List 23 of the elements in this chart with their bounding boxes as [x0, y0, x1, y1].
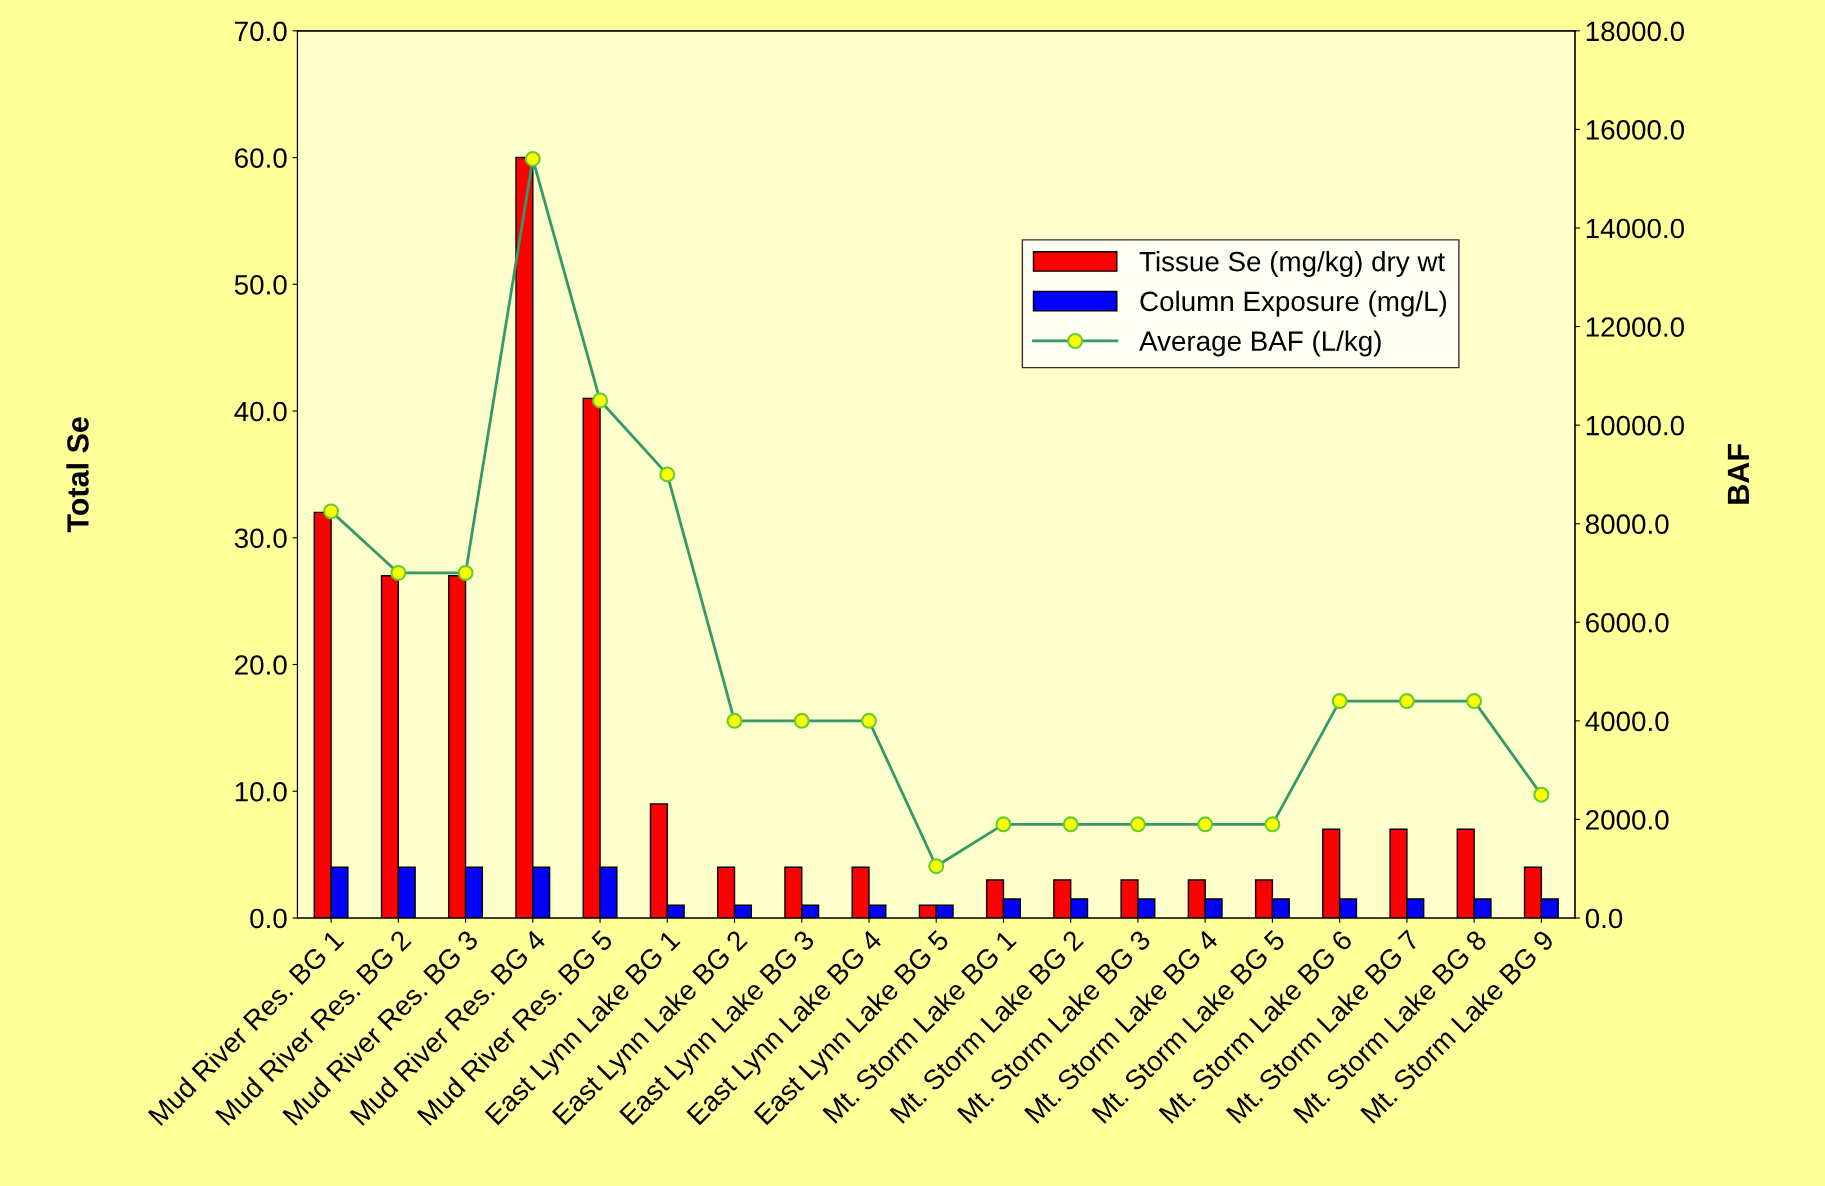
y-tick-label: 10.0: [235, 781, 287, 802]
legend-label: Average BAF (L/kg): [1139, 330, 1381, 357]
y2-tick-label: 18000.0: [1586, 21, 1685, 42]
y2-tick-label: 0.0: [1585, 908, 1623, 929]
y-tick-label: 70.0: [235, 21, 287, 42]
y-tick-label: 20.0: [235, 655, 287, 675]
y2-axis-title: BAF: [1727, 444, 1749, 504]
y-tick-label: 50.0: [234, 274, 287, 295]
y-tick-label: 40.0: [234, 401, 287, 422]
y-tick-label: 30.0: [234, 528, 287, 549]
legend-label: Tissue Se (mg/kg) dry wt: [1139, 251, 1445, 277]
y2-tick-label: 14000.0: [1586, 218, 1685, 239]
y2-tick-label: 12000.0: [1586, 317, 1685, 337]
y-axis-title: Total Se: [66, 417, 89, 533]
y2-tick-label: 4000.0: [1585, 711, 1669, 732]
legend-label: Column Exposure (mg/L): [1140, 290, 1447, 317]
y2-tick-label: 16000.0: [1586, 120, 1685, 140]
y2-tick-label: 10000.0: [1586, 415, 1685, 436]
y-tick-label: 60.0: [235, 148, 287, 168]
y2-tick-label: 8000.0: [1585, 514, 1669, 535]
y2-tick-label: 2000.0: [1586, 810, 1669, 830]
y2-tick-label: 6000.0: [1586, 612, 1669, 633]
y-tick-label: 0.0: [250, 908, 287, 929]
